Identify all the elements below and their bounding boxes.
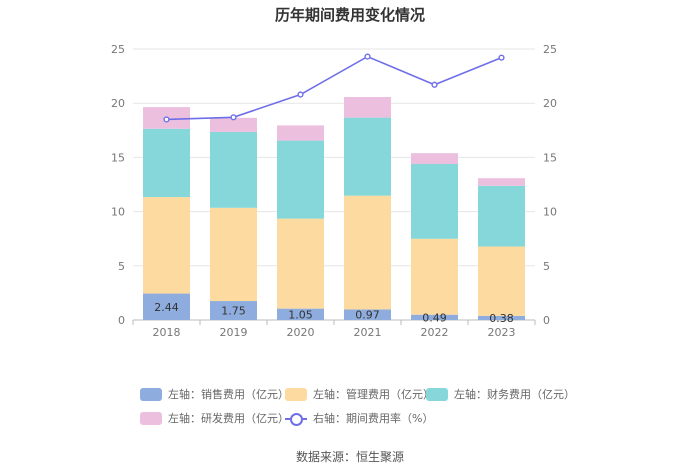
legend-label: 左轴：研发费用（亿元） — [168, 412, 289, 425]
y-right-tick-label: 10 — [543, 206, 557, 219]
legend-item[interactable]: 左轴：销售费用（亿元） — [140, 386, 289, 402]
bar-segment — [277, 218, 324, 309]
x-tick-label: 2021 — [354, 326, 382, 339]
legend-swatch — [140, 387, 162, 401]
x-tick-label: 2020 — [287, 326, 315, 339]
bar-segment — [478, 246, 525, 316]
rate-point — [498, 54, 505, 61]
y-left-tick-label: 10 — [111, 206, 125, 219]
legend-swatch — [426, 387, 448, 401]
legend-swatch — [285, 412, 307, 426]
bar-segment — [344, 117, 391, 196]
legend-item[interactable]: 左轴：管理费用（亿元） — [285, 386, 434, 402]
y-right-tick-label: 20 — [543, 97, 557, 110]
legend-label: 左轴：财务费用（亿元） — [454, 388, 575, 401]
x-tick-label: 2019 — [220, 326, 248, 339]
y-left-tick-label: 5 — [118, 260, 125, 273]
bar-segment — [411, 314, 458, 320]
y-right-tick-label: 5 — [543, 260, 550, 273]
bar-segment — [210, 301, 257, 320]
chart-plot: 0 5 10 15 20 25 0 5 10 15 20 25 2018 2019 2020 2021 2022… — [111, 43, 557, 339]
y-right-tick-label: 25 — [543, 43, 557, 56]
rate-point — [431, 81, 438, 88]
data-label: 1.05 — [288, 308, 313, 321]
y-left-tick-label: 0 — [118, 314, 125, 327]
y-right-tick-label: 0 — [543, 314, 550, 327]
rate-line — [166, 55, 502, 121]
bar-segment — [143, 197, 190, 294]
legend-item[interactable]: 左轴：财务费用（亿元） — [426, 386, 575, 402]
bar-segment — [344, 195, 391, 310]
y-left-tick-label: 20 — [111, 97, 125, 110]
chart-title: 历年期间费用变化情况 — [274, 6, 425, 24]
rate-point — [364, 53, 371, 60]
bar-segment — [143, 293, 190, 320]
bar-segment — [277, 140, 324, 219]
legend-swatch — [285, 387, 307, 401]
bar-segment — [277, 125, 324, 141]
x-tick-label: 2023 — [488, 326, 516, 339]
bar-segment — [478, 178, 525, 186]
bar-segment — [478, 185, 525, 247]
x-tick-label: 2018 — [153, 326, 181, 339]
legend-label: 左轴：管理费用（亿元） — [313, 388, 434, 401]
data-label: 0.38 — [489, 312, 514, 325]
y-left-tick-label: 15 — [111, 151, 125, 164]
legend-swatch — [140, 411, 162, 425]
legend-item[interactable]: 左轴：研发费用（亿元） — [140, 410, 289, 426]
bar-segment — [143, 128, 190, 198]
bar-segment — [411, 238, 458, 315]
bar-segment — [210, 131, 257, 208]
data-label: 2.44 — [154, 301, 179, 314]
legend-label: 右轴：期间费用率（%） — [313, 412, 434, 425]
bar-segment — [277, 308, 324, 320]
legend-label: 左轴：销售费用（亿元） — [168, 388, 289, 401]
legend-item[interactable]: 右轴：期间费用率（%） — [285, 410, 433, 426]
data-label: 0.49 — [422, 311, 447, 324]
bar-segment — [344, 309, 391, 320]
rate-point — [163, 116, 170, 123]
bar-segment — [411, 164, 458, 239]
y-right-tick-label: 15 — [543, 151, 557, 164]
bar-segment — [210, 207, 257, 302]
bar-segment — [411, 153, 458, 165]
y-left-tick-label: 25 — [111, 43, 125, 56]
x-tick-label: 2022 — [421, 326, 449, 339]
data-source: 数据来源：恒生聚源 — [295, 450, 404, 464]
bar-segment — [210, 117, 257, 132]
rate-point — [297, 91, 304, 98]
data-label: 1.75 — [221, 305, 246, 318]
rate-point — [230, 114, 237, 121]
bar-segment — [344, 97, 391, 118]
bar-segment — [478, 315, 525, 320]
data-label: 0.97 — [355, 309, 380, 322]
